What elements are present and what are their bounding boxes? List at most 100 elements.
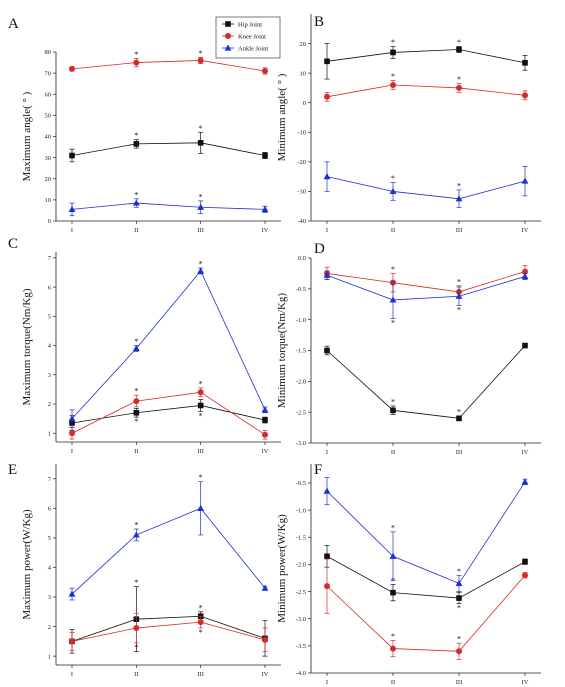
x-tick-label: I [71,448,73,455]
significance-star: * [199,628,203,637]
data-point [323,173,331,180]
x-tick-label: I [326,227,328,234]
data-point [69,65,75,72]
data-point [197,57,204,64]
y-tick-label: 10 [300,70,307,77]
data-point [197,140,204,146]
data-point [390,81,396,88]
significance-star: * [134,643,138,652]
x-tick-label: II [391,227,395,234]
significance-star: * [457,277,461,286]
x-tick-label: II [134,448,138,455]
data-point [456,648,462,655]
data-point [455,579,463,587]
significance-star: * [391,174,395,183]
significance-star: * [457,604,461,613]
x-tick-label: III [197,227,204,234]
significance-star: * [391,72,395,81]
y-tick-label: 30 [45,155,52,162]
y-tick-label: -2.5 [296,409,306,416]
x-tick-label: III [197,448,204,455]
y-tick-label: 6 [48,506,52,513]
data-point [389,552,397,559]
y-tick-label: 0 [303,100,306,107]
y-tick-label: -3.0 [296,440,306,447]
x-tick-label: IV [262,448,269,455]
series-line [71,615,266,642]
y-axis-label: Minimum angle( ° ) [276,73,288,161]
y-tick-label: -3.0 [296,616,306,623]
significance-star: * [457,75,461,84]
legend-marker [225,33,231,39]
series-hip-joint: ** [69,578,268,657]
series-line [326,84,526,98]
x-tick-label: IV [262,227,269,234]
y-tick-label: 2 [48,624,51,631]
data-point [133,59,140,66]
data-point [324,58,330,65]
significance-star: * [391,318,395,327]
data-point [197,267,205,274]
x-tick-label: II [391,679,395,686]
data-point [68,590,76,597]
y-tick-label: 7 [48,255,52,262]
data-point [133,141,140,147]
significance-star: * [199,260,203,269]
significance-star: * [199,473,203,482]
legend: Hip Joint Knee Joint Ankle Joint [215,16,281,59]
significance-star: * [457,38,461,47]
data-point [132,344,140,352]
series-line [326,271,526,293]
y-tick-label: 4 [48,343,52,350]
series-line [326,345,526,419]
significance-star: * [391,523,395,532]
x-tick-label: IV [522,679,529,686]
series-line [326,575,526,652]
data-point [390,407,396,414]
data-point [324,93,330,100]
series-ankle-joint: ** [323,477,529,592]
significance-star: * [134,50,138,59]
data-point [323,271,331,278]
data-point [132,199,140,206]
y-tick-label: 40 [45,134,52,141]
series-line [71,405,266,424]
data-point [389,187,397,195]
significance-star: * [134,387,138,396]
data-point [69,638,75,645]
series-knee-joint: ** [69,49,268,75]
data-point [390,589,396,596]
data-point [197,203,205,210]
significance-star: * [199,379,203,388]
significance-star: * [391,265,395,274]
data-point [455,195,463,202]
data-point [261,584,269,591]
series-ankle-joint: ** [68,190,269,217]
data-point [390,645,396,652]
x-tick-label: IV [262,671,269,678]
data-point [455,292,463,299]
series-line [71,142,266,156]
x-tick-label: III [456,227,463,234]
data-point [133,625,140,632]
x-tick-label: IV [522,449,529,456]
chart-panel-d: -3.0-2.5-2.0-1.5-1.0-0.50.0I II III IVMinim… [276,241,541,456]
series-knee-joint: ** [69,379,268,440]
y-tick-label: 0 [48,218,51,225]
x-tick-label: I [326,449,328,456]
data-point [68,415,76,422]
y-tick-label: 4 [48,565,52,572]
chart-panel-f: -4.0-3.5-3.0-2.5-2.0-1.5-1.0-0.5I II III IV… [276,462,541,686]
series-knee-joint: ** [324,265,528,299]
data-point [389,296,397,303]
significance-star: * [134,190,138,199]
x-tick-label: III [456,679,463,686]
significance-star: * [199,411,203,420]
significance-star: * [199,192,203,201]
data-point [324,553,330,560]
x-tick-label: III [197,671,204,678]
y-tick-label: -1.0 [296,317,306,324]
significance-star: * [134,131,138,140]
